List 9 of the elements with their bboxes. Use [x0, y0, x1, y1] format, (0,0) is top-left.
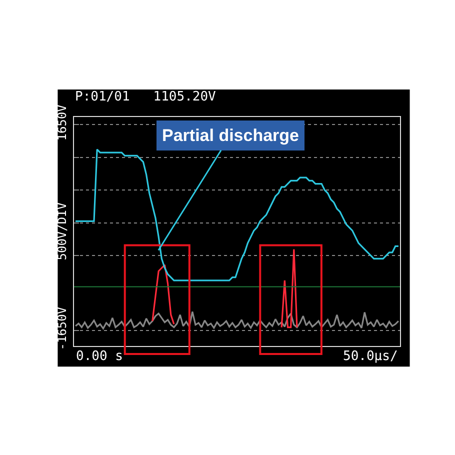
y-tick-label: -1650V — [55, 306, 70, 350]
line-series — [74, 148, 400, 282]
text: 0.00 s — [76, 349, 123, 364]
y-axis-title: 500V/DIV — [55, 202, 70, 260]
y-tick-label: 1650V — [55, 104, 70, 141]
line-series — [74, 310, 400, 330]
annotation: Partial discharge — [162, 126, 300, 145]
text: 50.0µs/ — [343, 349, 398, 364]
chart-title: P:01/01 1105.20V — [75, 90, 216, 105]
